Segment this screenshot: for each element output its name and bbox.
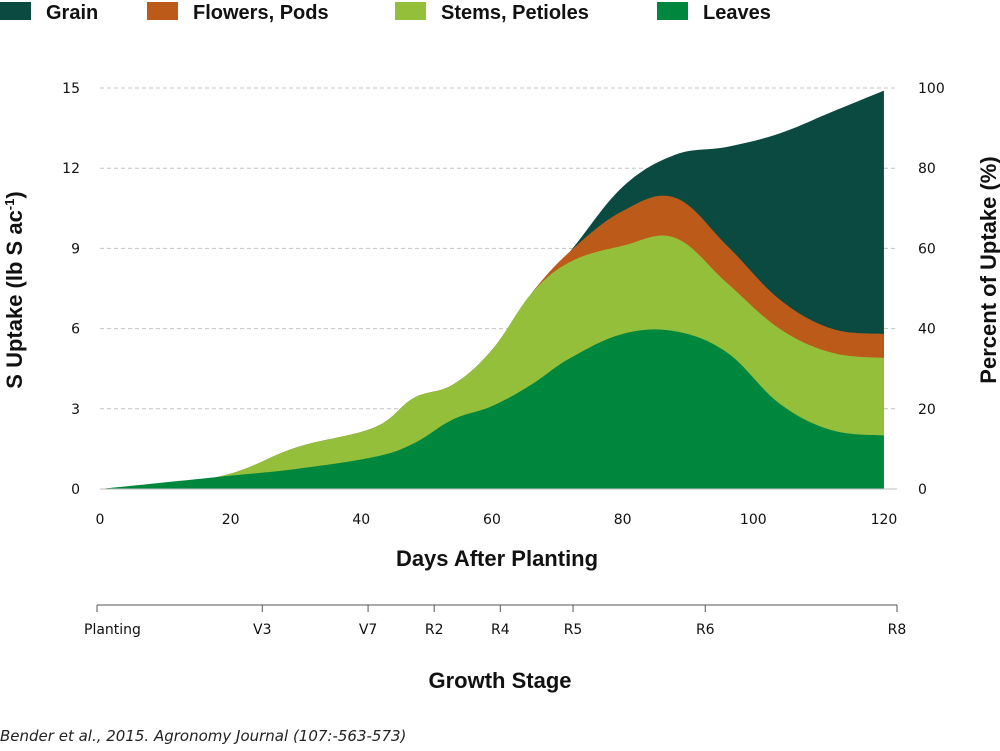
y-tick-label: 12 (62, 161, 80, 177)
y2-tick-label: 40 (918, 322, 936, 338)
x-tick-label: 60 (483, 512, 501, 528)
x-tick-label: 120 (871, 512, 898, 528)
stage-label: R5 (564, 622, 583, 638)
y-tick-label: 0 (71, 482, 80, 498)
x-tick-label: 20 (222, 512, 240, 528)
legend-item-stems-petioles: Stems, Petioles (395, 2, 589, 24)
y2-tick-label: 100 (918, 81, 945, 97)
stage-label: R6 (696, 622, 715, 638)
legend-swatch (147, 2, 178, 20)
x-tick-label: 80 (614, 512, 632, 528)
legend-swatch (657, 2, 688, 20)
y-tick-label: 9 (71, 241, 80, 257)
legend-label: Leaves (703, 2, 771, 24)
x-tick-label: 0 (96, 512, 105, 528)
legend: Grain Flowers, Pods Stems, Petioles Leaves (0, 2, 771, 24)
y-tick-label: 3 (71, 402, 80, 418)
y2-tick-label: 60 (918, 241, 936, 257)
stage-label: R4 (491, 622, 510, 638)
x-tick-label: 40 (352, 512, 370, 528)
stage-label: V7 (359, 622, 377, 638)
stacked-areas (100, 90, 884, 489)
legend-label: Flowers, Pods (193, 2, 329, 24)
x-tick-label: 100 (740, 512, 767, 528)
growth-stage-title: Growth Stage (428, 668, 571, 693)
y2-tick-label: 20 (918, 402, 936, 418)
y2-tick-label: 80 (918, 161, 936, 177)
legend-item-grain: Grain (0, 2, 98, 24)
stage-label: R8 (888, 622, 907, 638)
y-tick-label: 15 (62, 81, 80, 97)
legend-item-flowers-pods: Flowers, Pods (147, 2, 329, 24)
y-axis-title: S Uptake (lb S ac-1) (2, 191, 27, 388)
legend-label: Grain (46, 2, 98, 24)
legend-swatch (0, 2, 31, 20)
area-leaves (100, 329, 884, 489)
stage-label: V3 (253, 622, 271, 638)
y2-axis-title: Percent of Uptake (%) (976, 156, 1000, 383)
y2-tick-label: 0 (918, 482, 927, 498)
axes: 0 3 6 9 12 15 0 20 40 60 80 100 0 20 40 60 80 100 120 (62, 81, 945, 528)
legend-swatch (395, 2, 426, 20)
source-citation: Bender et al., 2015. Agronomy Journal (1… (0, 727, 407, 745)
stage-label: Planting (84, 622, 141, 638)
x-axis-title: Days After Planting (396, 546, 598, 571)
growth-stage-axis: Planting V3 V7 R2 R4 R5 R6 R8 (84, 604, 907, 638)
legend-item-leaves: Leaves (657, 2, 771, 24)
y-tick-label: 6 (71, 322, 80, 338)
legend-label: Stems, Petioles (441, 2, 589, 24)
stage-label: R2 (425, 622, 444, 638)
